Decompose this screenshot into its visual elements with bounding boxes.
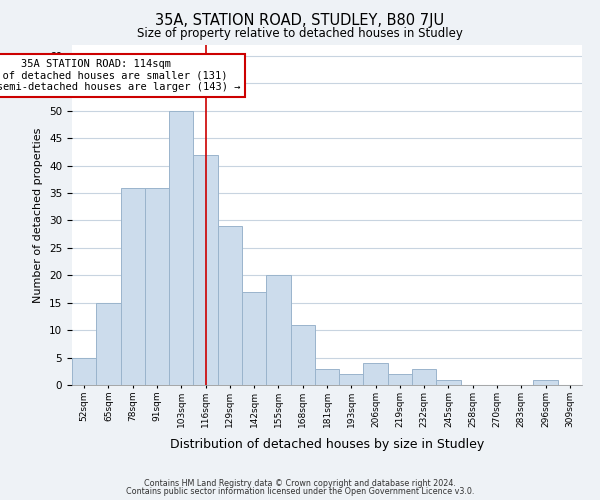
- Y-axis label: Number of detached properties: Number of detached properties: [34, 128, 43, 302]
- X-axis label: Distribution of detached houses by size in Studley: Distribution of detached houses by size …: [170, 438, 484, 451]
- Bar: [193, 154, 218, 385]
- Bar: [364, 363, 388, 385]
- Text: Size of property relative to detached houses in Studley: Size of property relative to detached ho…: [137, 28, 463, 40]
- Bar: [145, 188, 169, 385]
- Bar: [315, 368, 339, 385]
- Bar: [218, 226, 242, 385]
- Bar: [290, 324, 315, 385]
- Bar: [266, 276, 290, 385]
- Bar: [96, 302, 121, 385]
- Text: 35A STATION ROAD: 114sqm
← 47% of detached houses are smaller (131)
52% of semi-: 35A STATION ROAD: 114sqm ← 47% of detach…: [0, 58, 240, 92]
- Bar: [339, 374, 364, 385]
- Bar: [72, 358, 96, 385]
- Bar: [436, 380, 461, 385]
- Bar: [121, 188, 145, 385]
- Bar: [412, 368, 436, 385]
- Bar: [169, 111, 193, 385]
- Bar: [533, 380, 558, 385]
- Bar: [242, 292, 266, 385]
- Text: 35A, STATION ROAD, STUDLEY, B80 7JU: 35A, STATION ROAD, STUDLEY, B80 7JU: [155, 12, 445, 28]
- Text: Contains HM Land Registry data © Crown copyright and database right 2024.: Contains HM Land Registry data © Crown c…: [144, 478, 456, 488]
- Text: Contains public sector information licensed under the Open Government Licence v3: Contains public sector information licen…: [126, 487, 474, 496]
- Bar: [388, 374, 412, 385]
